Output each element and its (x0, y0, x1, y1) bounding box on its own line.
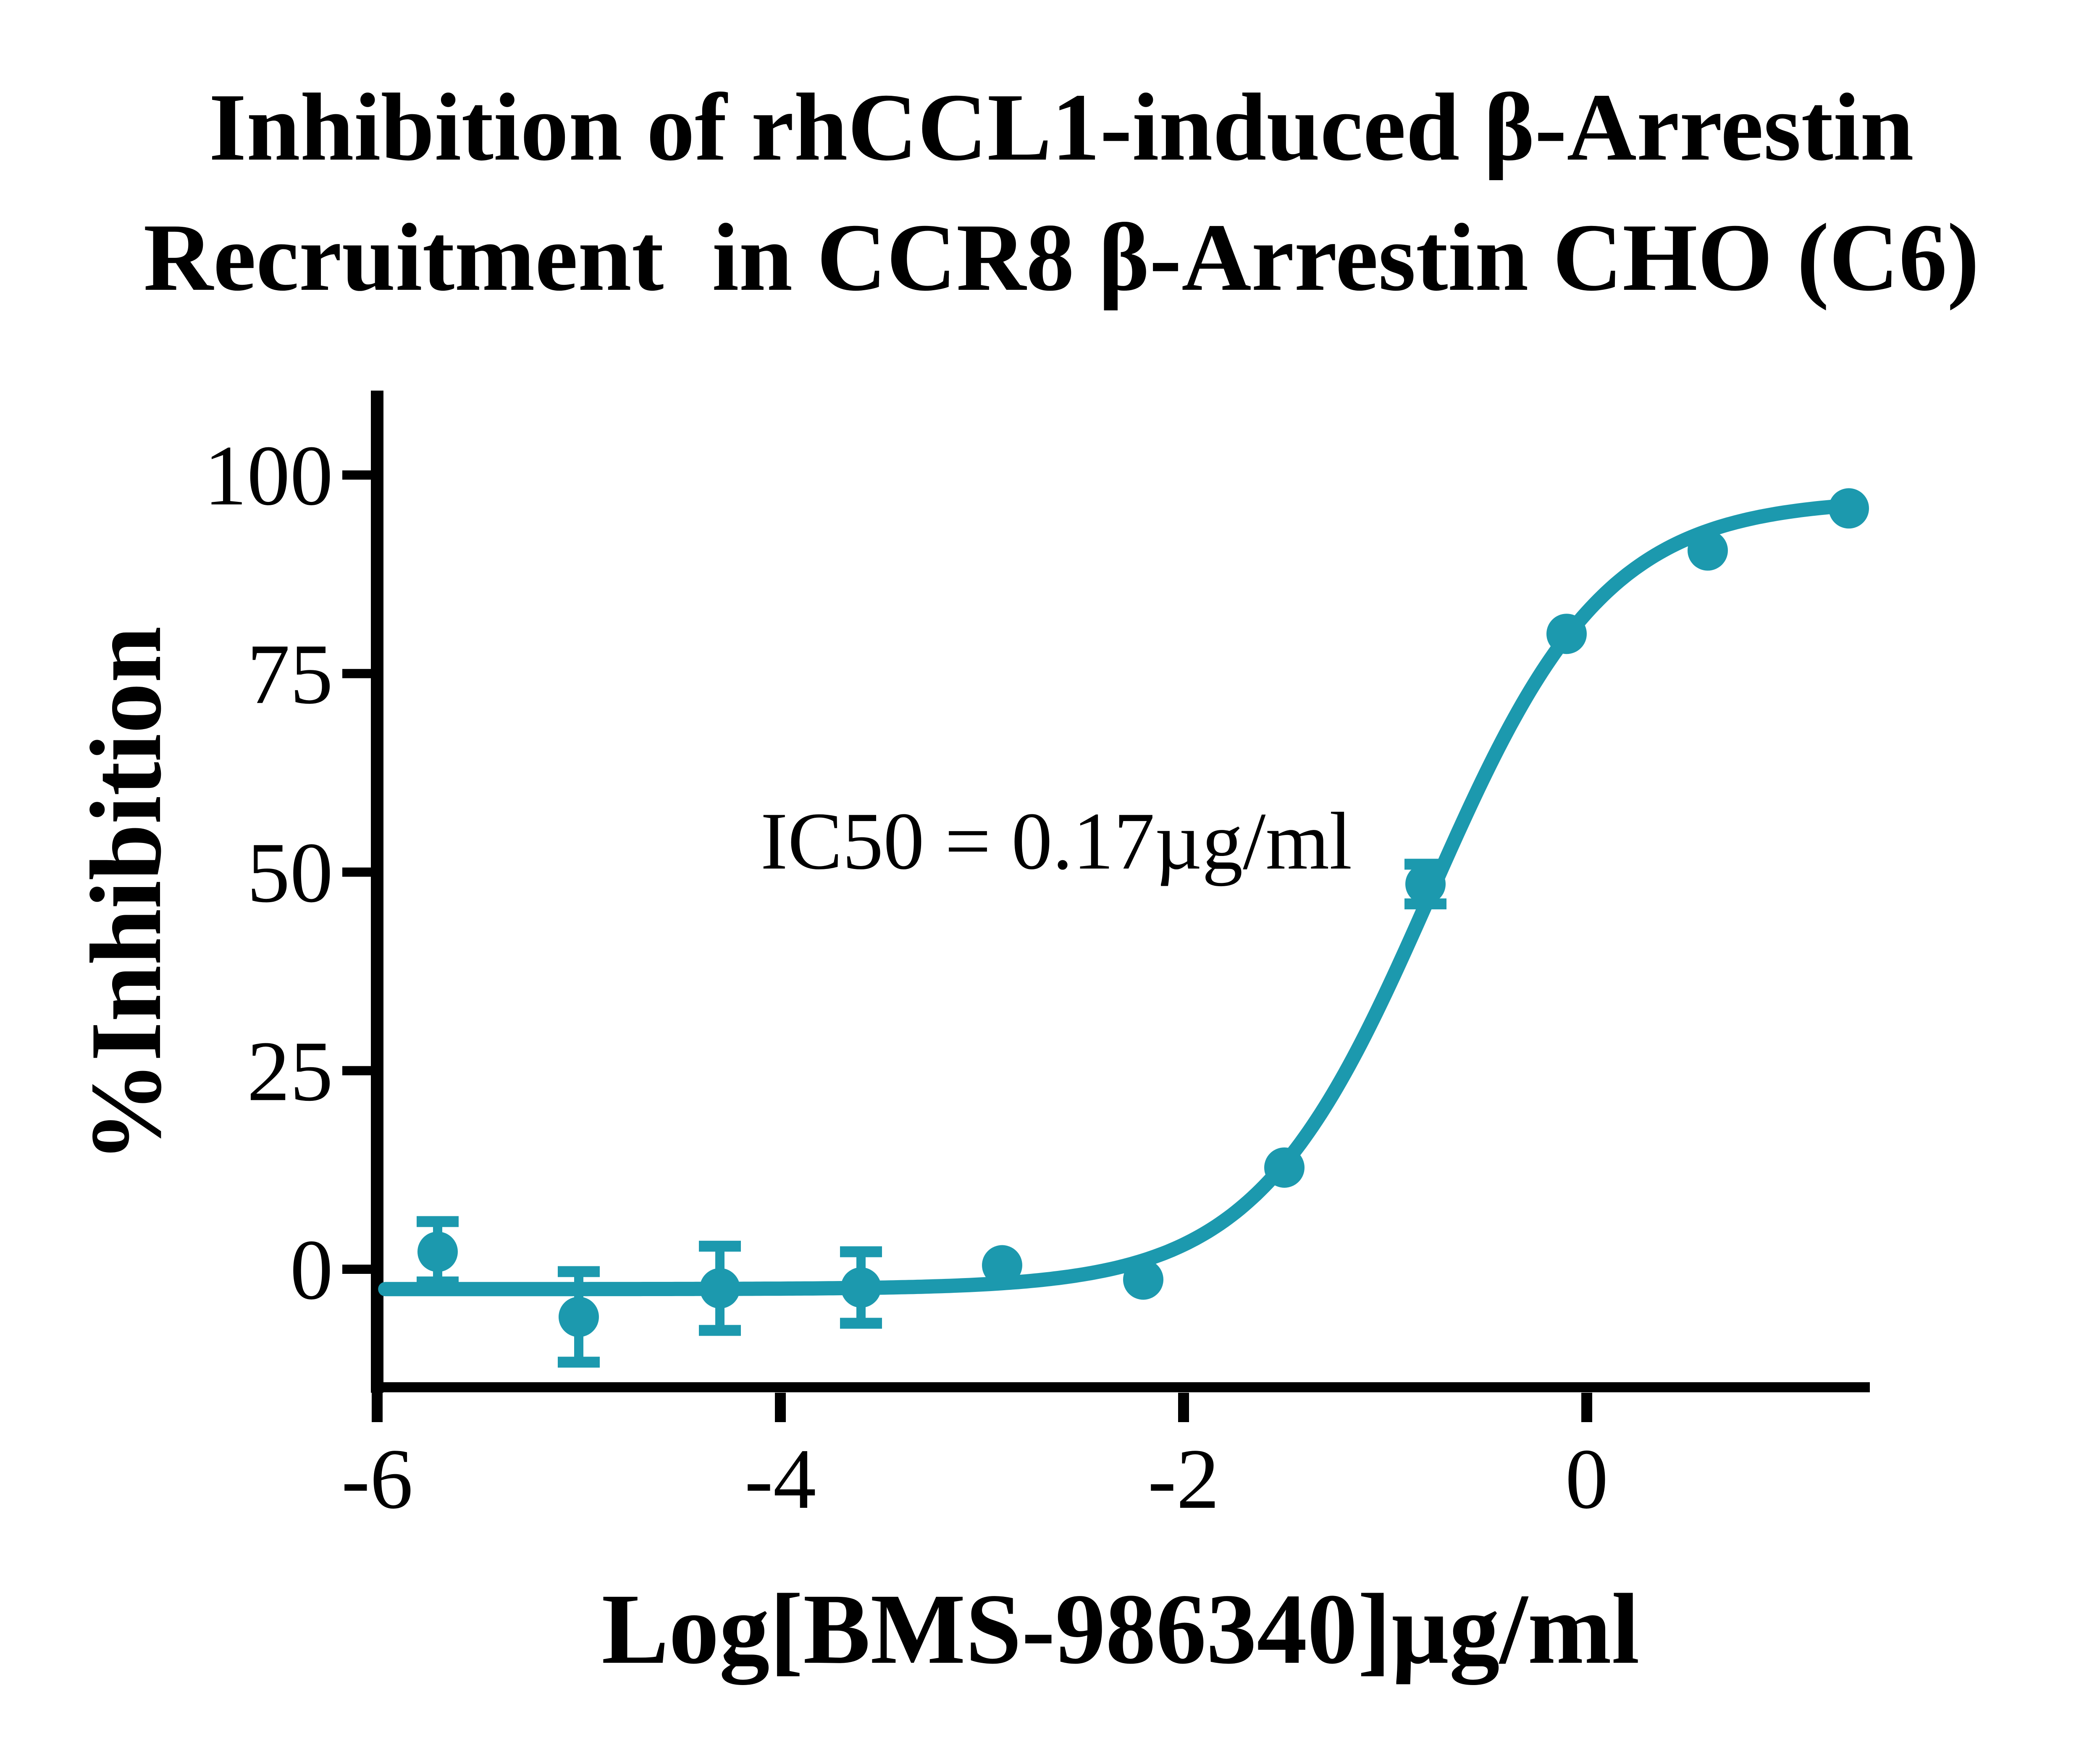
fit-curve (378, 498, 1856, 1297)
y-tick-label: 75 (247, 627, 333, 722)
data-point-marker (417, 1231, 458, 1272)
y-tick-label: 25 (247, 1024, 333, 1119)
data-point-marker (1688, 530, 1728, 571)
y-tick-label: 0 (290, 1222, 333, 1318)
data-point-marker (1829, 488, 1869, 529)
data-point-marker (700, 1268, 740, 1309)
x-tick-label: -2 (1148, 1431, 1220, 1527)
data-point-marker (841, 1267, 881, 1308)
x-axis-label: Log[BMS-986340]µg/ml (601, 1573, 1640, 1685)
data-point-marker (1123, 1259, 1163, 1300)
data-point-marker (1264, 1147, 1305, 1188)
x-tick-label: -4 (745, 1431, 816, 1527)
x-tick-label: 0 (1565, 1431, 1609, 1527)
ic50-annotation: IC50 = 0.17µg/ml (760, 796, 1352, 887)
data-point-marker (559, 1297, 599, 1337)
chart-title: Inhibition of rhCCL1-induced β-Arrestin … (143, 74, 1979, 311)
data-point-marker (982, 1245, 1022, 1286)
data-point-marker (1405, 864, 1446, 904)
y-tick-label: 100 (204, 428, 333, 523)
data-point-marker (1546, 614, 1587, 654)
x-tick-label: -6 (341, 1431, 413, 1527)
y-tick-label: 50 (247, 825, 333, 921)
y-axis-label: %Inhibition (70, 626, 182, 1163)
